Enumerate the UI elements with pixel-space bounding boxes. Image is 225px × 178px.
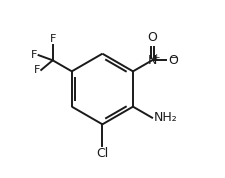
Text: +: +: [152, 53, 159, 62]
Text: F: F: [49, 34, 56, 44]
Text: N: N: [147, 54, 156, 67]
Text: Cl: Cl: [96, 147, 108, 160]
Text: F: F: [31, 50, 37, 60]
Text: O: O: [146, 31, 156, 44]
Text: −: −: [169, 53, 177, 63]
Text: O: O: [167, 54, 177, 67]
Text: F: F: [34, 65, 40, 75]
Text: NH₂: NH₂: [153, 111, 176, 124]
